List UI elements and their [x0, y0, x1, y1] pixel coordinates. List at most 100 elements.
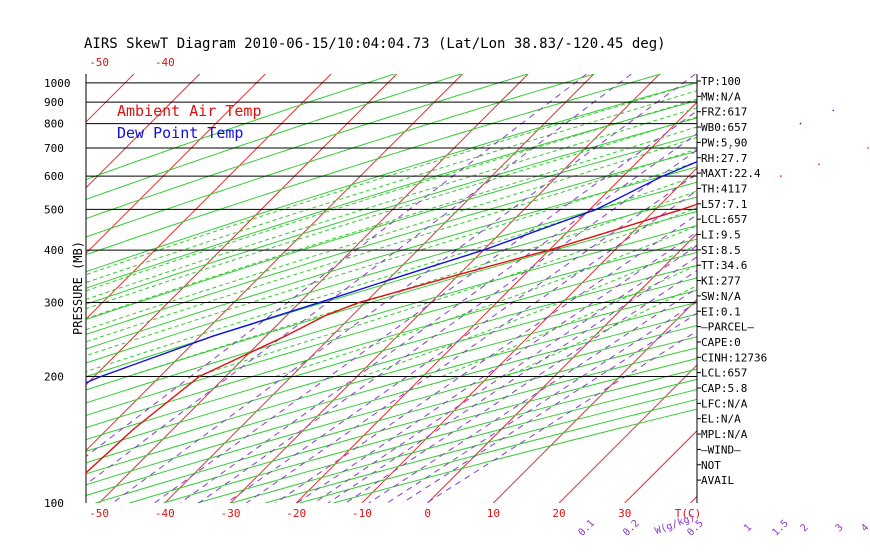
dry-adiabat-line	[86, 81, 697, 273]
dew-point-point	[482, 249, 485, 251]
bottom-temp-tick-label: 10	[487, 507, 500, 520]
mixing-ratio-label: 1.5	[770, 518, 791, 539]
moist-adiabat-line	[86, 116, 697, 310]
dry-adiabat-line	[86, 313, 697, 486]
isotherm-line	[86, 74, 200, 189]
isotherm-line	[427, 232, 697, 503]
top-temp-tick-label: -50	[89, 56, 109, 69]
side-index-label: TH:4117	[701, 182, 747, 195]
dew-point-point	[405, 273, 408, 276]
air-temp-point	[818, 163, 820, 166]
mixing-ratio-label: 3	[834, 522, 846, 534]
side-index-label: L57:7.1	[701, 198, 747, 211]
moist-adiabat-line	[195, 207, 697, 377]
moist-adiabat-line	[275, 225, 697, 377]
dry-adiabat-line	[86, 325, 697, 496]
side-index-label: —PARCEL—	[701, 321, 754, 334]
bottom-temp-tick-label: -40	[155, 507, 175, 520]
mixing-ratio-line	[368, 287, 697, 503]
dry-adiabat-line	[86, 224, 697, 404]
dry-adiabat-line	[86, 251, 697, 429]
dry-adiabat-line	[86, 117, 697, 305]
side-index-label: AVAIL	[701, 474, 734, 487]
side-index-label: SW:N/A	[701, 290, 741, 303]
mixing-ratio-line	[179, 133, 697, 503]
legend-entry: Ambient Air Temp	[117, 102, 262, 120]
side-index-label: —WIND—	[701, 443, 741, 456]
side-index-label: PW:5.90	[701, 136, 747, 149]
side-index-label: FRZ:617	[701, 106, 747, 119]
dry-adiabat-line	[86, 238, 697, 416]
mixing-ratio-line	[426, 330, 697, 503]
bottom-temp-tick-label: 30	[618, 507, 631, 520]
pressure-tick-label: 500	[44, 203, 64, 216]
legend-entry: Dew Point Temp	[117, 124, 243, 142]
bottom-temp-tick-label: -30	[221, 507, 241, 520]
dry-adiabat-line	[333, 408, 697, 503]
air-temp-point	[458, 273, 460, 276]
moist-adiabat-line	[86, 161, 697, 357]
isotherm-line	[86, 74, 135, 123]
side-index-label: LCL:657	[701, 367, 747, 380]
side-index-label: KI:277	[701, 275, 741, 288]
mixing-ratio-label: 0.1	[576, 518, 597, 539]
dew-point-point	[832, 109, 835, 112]
dry-adiabat-line	[86, 181, 697, 364]
isotherm-line	[361, 167, 697, 503]
moist-adiabat-line	[86, 175, 697, 373]
dew-point-point	[661, 175, 664, 177]
dry-adiabat-line	[86, 74, 528, 220]
pressure-tick-label: 300	[44, 297, 64, 310]
dry-adiabat-line	[299, 398, 697, 503]
air-temp-point	[325, 314, 328, 316]
side-index-label: LFC:N/A	[701, 397, 748, 410]
isotherm-line	[0, 74, 3, 503]
mixing-ratio-line	[313, 245, 697, 503]
moist-adiabat-line	[86, 148, 697, 343]
air-temp-point	[132, 428, 135, 430]
pressure-tick-label: 600	[44, 170, 64, 183]
pressure-tick-label: 700	[44, 142, 64, 155]
side-index-label: MW:N/A	[701, 90, 741, 103]
isotherm-line	[98, 74, 529, 503]
mixing-ratio-line	[402, 312, 697, 503]
isotherm-line	[295, 101, 697, 503]
dew-point-point	[100, 375, 102, 378]
air-temp-point	[357, 301, 360, 304]
mixing-ratio-line	[86, 74, 587, 458]
dry-adiabat-line	[86, 277, 697, 452]
air-temp-point	[780, 175, 782, 177]
mixing-ratio-line	[246, 189, 697, 503]
pressure-tick-label: 200	[44, 371, 64, 384]
side-index-label: CAPE:0	[701, 336, 741, 349]
dry-adiabat-line	[86, 289, 697, 464]
isotherm-line	[86, 74, 398, 386]
side-index-label: EI:0.1	[701, 305, 741, 318]
side-index-label: RH:27.7	[701, 152, 747, 165]
pressure-tick-label: 400	[44, 244, 64, 257]
moist-adiabat-line	[361, 244, 697, 377]
moist-adiabat-line	[86, 126, 697, 320]
isotherm-line	[624, 430, 697, 503]
dew-point-point	[213, 335, 215, 337]
moist-adiabat-line	[86, 136, 697, 331]
side-index-label: EL:N/A	[701, 413, 741, 426]
air-temp-point	[285, 335, 287, 337]
grid-layer	[0, 74, 697, 503]
side-index-label: MAXT:22.4	[701, 167, 761, 180]
isotherm-line	[86, 74, 332, 320]
side-index-label: CAP:5.8	[701, 382, 747, 395]
dry-adiabat-line	[231, 378, 697, 503]
y-axis-label: PRESSURE (MB)	[71, 241, 85, 335]
air-temp-point	[867, 147, 869, 149]
air-temp-point	[548, 249, 550, 251]
pressure-tick-label: 900	[44, 96, 64, 109]
moist-adiabat-line	[86, 98, 697, 292]
chart-title: AIRS SkewT Diagram 2010-06-15/10:04:04.7…	[84, 36, 666, 52]
moist-adiabat-line	[86, 82, 697, 276]
side-index-label: LI:9.5	[701, 229, 741, 242]
bottom-temp-tick-label: -50	[89, 507, 109, 520]
mixing-ratio-label: 0.2	[621, 518, 642, 539]
